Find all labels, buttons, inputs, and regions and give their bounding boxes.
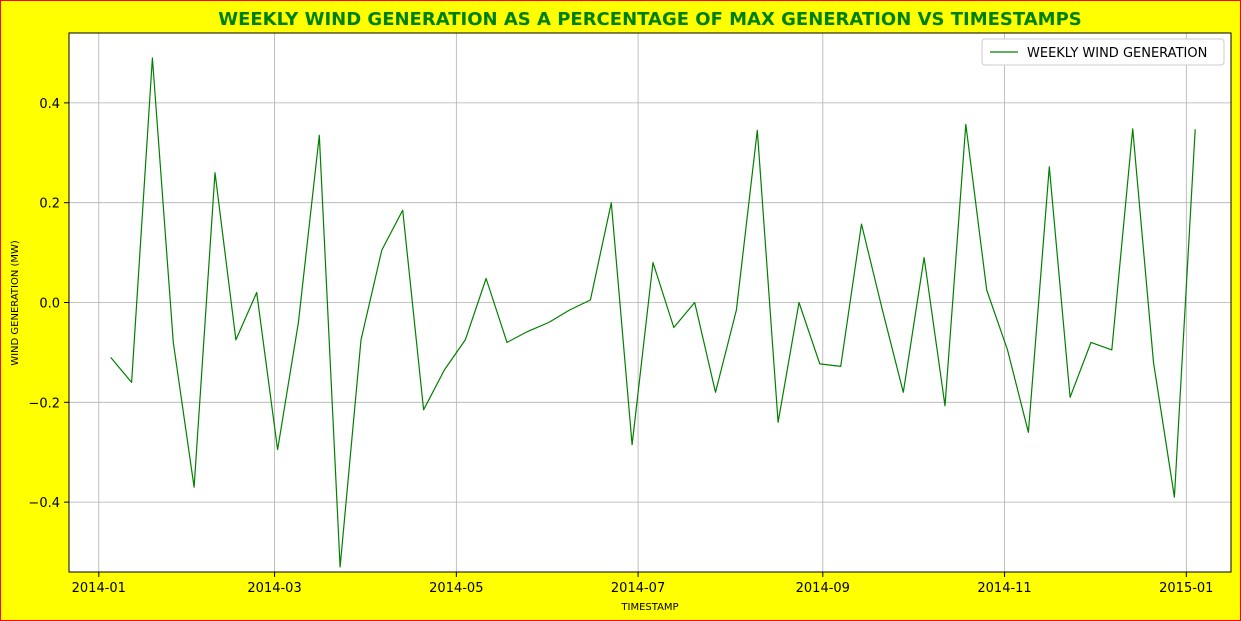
x-tick-label: 2015-01 <box>1159 581 1213 596</box>
legend-box <box>981 38 1225 66</box>
x-tick-label: 2014-01 <box>72 581 126 596</box>
x-tick-label: 2014-09 <box>796 581 850 596</box>
x-tick-label: 2014-05 <box>429 581 483 596</box>
series-line-weekly-wind-generation <box>110 57 1196 568</box>
x-axis: 2014-01 2014-03 2014-05 2014-07 2014-09 2014-… <box>72 572 1213 596</box>
x-tick-label: 2014-11 <box>977 581 1031 596</box>
chart-title: WEEKLY WIND GENERATION AS A PERCENTAGE O… <box>218 9 1082 30</box>
y-tick-label: 0.2 <box>39 197 60 212</box>
y-tick-label: 0.4 <box>39 97 60 112</box>
series-layer <box>110 57 1196 568</box>
y-axis-label: WIND GENERATION (MW) <box>10 240 21 366</box>
x-tick-label: 2014-07 <box>611 581 665 596</box>
y-tick-label: −0.4 <box>28 496 60 511</box>
legend: WEEKLY WIND GENERATION <box>981 38 1225 66</box>
grid-lines <box>69 33 1231 572</box>
x-axis-label: TIMESTAMP <box>620 602 678 613</box>
y-tick-label: 0.0 <box>39 297 60 312</box>
y-tick-label: −0.2 <box>28 396 60 411</box>
x-tick-label: 2014-03 <box>247 581 301 596</box>
y-axis: −0.4 −0.2 0.0 0.2 0.4 <box>28 97 69 511</box>
legend-label: WEEKLY WIND GENERATION <box>1027 46 1207 61</box>
